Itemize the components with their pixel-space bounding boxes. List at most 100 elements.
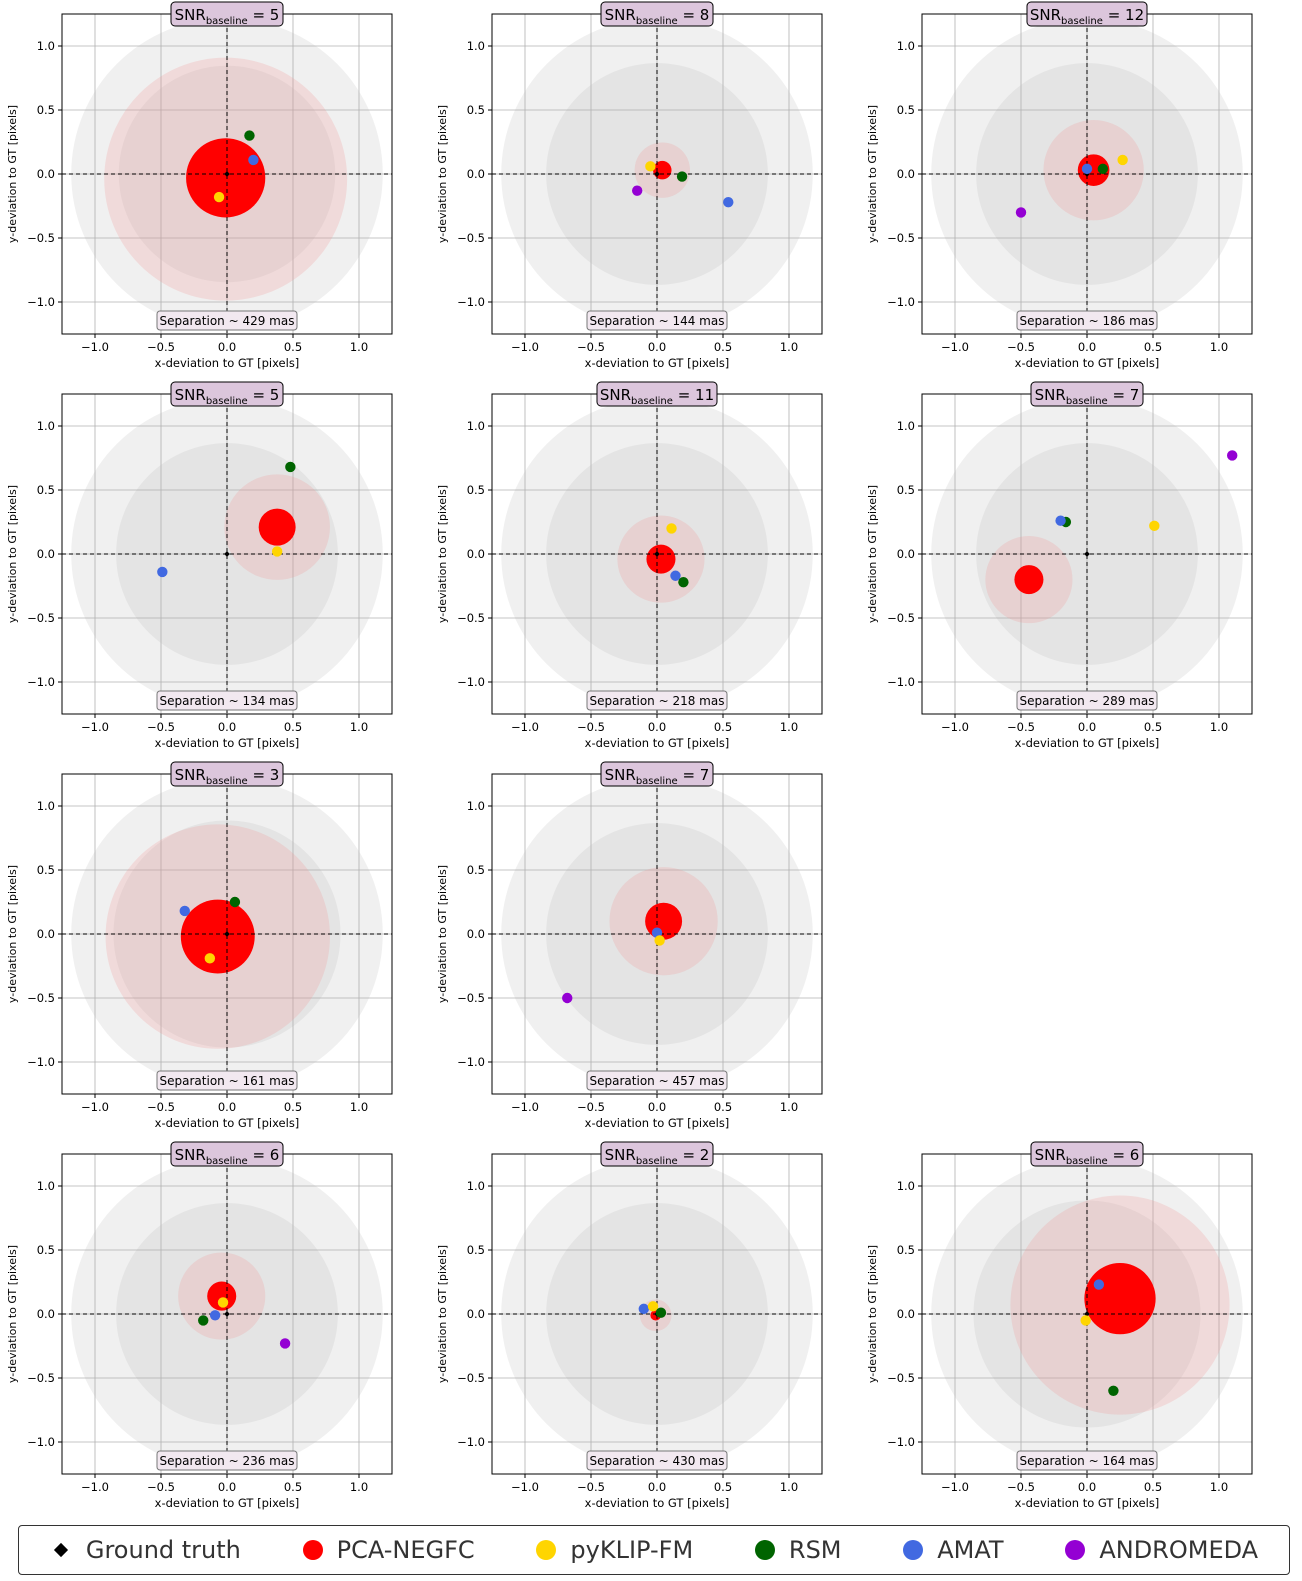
y-tick-label: 0.5 — [467, 1243, 485, 1257]
snr-title-text: SNRbaseline = 8 — [605, 6, 710, 27]
legend-label: AMAT — [937, 1536, 1004, 1564]
subplot-4: −1.0 −1.0 −0.5 −0.5 0.0 0.0 0.5 0.5 1.0 1.0 x-devi… — [6, 381, 393, 750]
point-rsm — [678, 576, 689, 588]
separation-box — [156, 1450, 298, 1471]
y-tick-label: −0.5 — [887, 1371, 915, 1385]
x-tick-label: 0.5 — [714, 340, 732, 354]
y-tick-label: 0.0 — [37, 1307, 55, 1321]
separation-text: Separation ~ 186 mas — [1020, 314, 1155, 328]
snr-title-box — [596, 381, 718, 407]
y-tick-label: 1.0 — [37, 799, 55, 813]
x-tick-label: 0.5 — [284, 1480, 302, 1494]
x-tick-label: −0.5 — [147, 1480, 175, 1494]
subplot-5: −1.0 −1.0 −0.5 −0.5 0.0 0.0 0.5 0.5 1.0 1.0 x-devi… — [436, 381, 823, 750]
legend-item-rsm: RSM — [754, 1536, 842, 1564]
y-tick-label: 0.0 — [37, 547, 55, 561]
separation-box — [156, 1070, 298, 1091]
ground-truth-marker — [1084, 551, 1090, 557]
y-tick-label: 1.0 — [467, 419, 485, 433]
separation-box — [586, 310, 728, 331]
pca-negfc-disk — [646, 544, 676, 574]
plot-area — [922, 14, 1252, 334]
y-tick-label: 0.0 — [467, 167, 485, 181]
x-tick-label: 0.5 — [714, 720, 732, 734]
x-axis-label: x-deviation to GT [pixels] — [585, 736, 730, 750]
y-tick-label: 0.5 — [897, 1243, 915, 1257]
y-tick-label: 1.0 — [467, 1179, 485, 1193]
separation-label: Separation ~ 186 mas — [1016, 310, 1158, 331]
x-tick-label: −1.0 — [81, 340, 109, 354]
legend-label: RSM — [788, 1536, 842, 1564]
snr-title-box — [600, 1141, 714, 1167]
x-tick-label: −0.5 — [147, 1100, 175, 1114]
y-tick-label: −1.0 — [457, 675, 485, 689]
snr-title-box — [170, 381, 284, 407]
snr-title: SNRbaseline = 3 — [170, 761, 284, 787]
snr-title-text: SNRbaseline = 6 — [175, 1146, 280, 1167]
x-tick-label: 1.0 — [1210, 340, 1228, 354]
legend: Ground truth PCA-NEGFC pyKLIP-FM RSM AMA… — [18, 1525, 1290, 1575]
snr-title-box — [1030, 381, 1144, 407]
y-tick-label: −0.5 — [457, 611, 485, 625]
pca-negfc-disk — [1084, 1263, 1156, 1335]
x-tick-label: −0.5 — [147, 340, 175, 354]
pca-negfc-disk — [1014, 565, 1044, 595]
snr-title: SNRbaseline = 5 — [170, 1, 284, 27]
x-axis-label: x-deviation to GT [pixels] — [1015, 1496, 1160, 1510]
subplot-3: −1.0 −1.0 −0.5 −0.5 0.0 0.0 0.5 0.5 1.0 1.0 x-devi… — [866, 1, 1253, 370]
y-tick-label: 1.0 — [37, 419, 55, 433]
ground-truth-marker — [224, 1311, 230, 1317]
point-pyklip-fm — [647, 1301, 659, 1312]
ground-truth-marker — [654, 551, 660, 557]
y-axis-label: y-deviation to GT [pixels] — [436, 105, 449, 243]
x-tick-label: −0.5 — [577, 720, 605, 734]
snr-title-text: SNRbaseline = 12 — [1030, 6, 1144, 27]
separation-text: Separation ~ 457 mas — [590, 1074, 725, 1088]
snr-title: SNRbaseline = 6 — [1030, 1141, 1144, 1167]
y-tick-label: 0.5 — [467, 863, 485, 877]
x-tick-label: −0.5 — [577, 340, 605, 354]
x-axis-label: x-deviation to GT [pixels] — [1015, 356, 1160, 370]
separation-box — [1016, 1450, 1158, 1471]
andromeda-marker-icon — [1065, 1540, 1086, 1560]
y-axis-label: y-deviation to GT [pixels] — [6, 865, 19, 1003]
x-axis-label: x-deviation to GT [pixels] — [585, 1496, 730, 1510]
plot-area — [922, 394, 1252, 714]
y-axis-label: y-deviation to GT [pixels] — [866, 105, 879, 243]
x-tick-label: −1.0 — [511, 1100, 539, 1114]
amat-marker-icon — [903, 1540, 924, 1560]
plot-area — [62, 1154, 392, 1474]
point-rsm — [198, 1315, 209, 1326]
point-rsm — [244, 130, 255, 141]
subplot-2: −1.0 −1.0 −0.5 −0.5 0.0 0.0 0.5 0.5 1.0 1.0 x-devi… — [436, 1, 823, 370]
y-tick-label: 0.5 — [37, 103, 55, 117]
y-tick-label: −1.0 — [457, 1435, 485, 1449]
x-tick-label: 1.0 — [350, 1100, 368, 1114]
x-tick-label: −1.0 — [941, 340, 969, 354]
x-axis-label: x-deviation to GT [pixels] — [155, 1116, 300, 1130]
y-tick-label: 0.5 — [37, 1243, 55, 1257]
separation-text: Separation ~ 289 mas — [1020, 694, 1155, 708]
point-pyklip-fm — [204, 953, 216, 964]
plot-area — [62, 774, 392, 1094]
point-andromeda — [632, 185, 643, 196]
point-pyklip-fm — [271, 546, 283, 557]
separation-text: Separation ~ 164 mas — [1020, 1454, 1155, 1468]
x-tick-label: 1.0 — [350, 340, 368, 354]
legend-item-pca-negfc: PCA-NEGFC — [302, 1536, 475, 1564]
plot-area — [492, 394, 822, 714]
y-tick-label: −0.5 — [887, 611, 915, 625]
y-tick-label: −1.0 — [457, 295, 485, 309]
point-rsm — [676, 171, 688, 182]
x-tick-label: 0.5 — [1144, 720, 1162, 734]
snr-title: SNRbaseline = 8 — [600, 1, 714, 27]
snr-title-text: SNRbaseline = 2 — [605, 1146, 710, 1167]
snr-title: SNRbaseline = 12 — [1026, 1, 1148, 27]
separation-box — [156, 310, 298, 331]
separation-label: Separation ~ 429 mas — [156, 310, 298, 331]
ground-truth-marker-icon — [53, 1542, 68, 1558]
plot-area — [492, 14, 822, 334]
x-tick-label: 0.5 — [714, 1100, 732, 1114]
subplot-11: −1.0 −1.0 −0.5 −0.5 0.0 0.0 0.5 0.5 1.0 1.0 x-devi… — [866, 1141, 1253, 1510]
point-pyklip-fm — [1149, 520, 1160, 532]
